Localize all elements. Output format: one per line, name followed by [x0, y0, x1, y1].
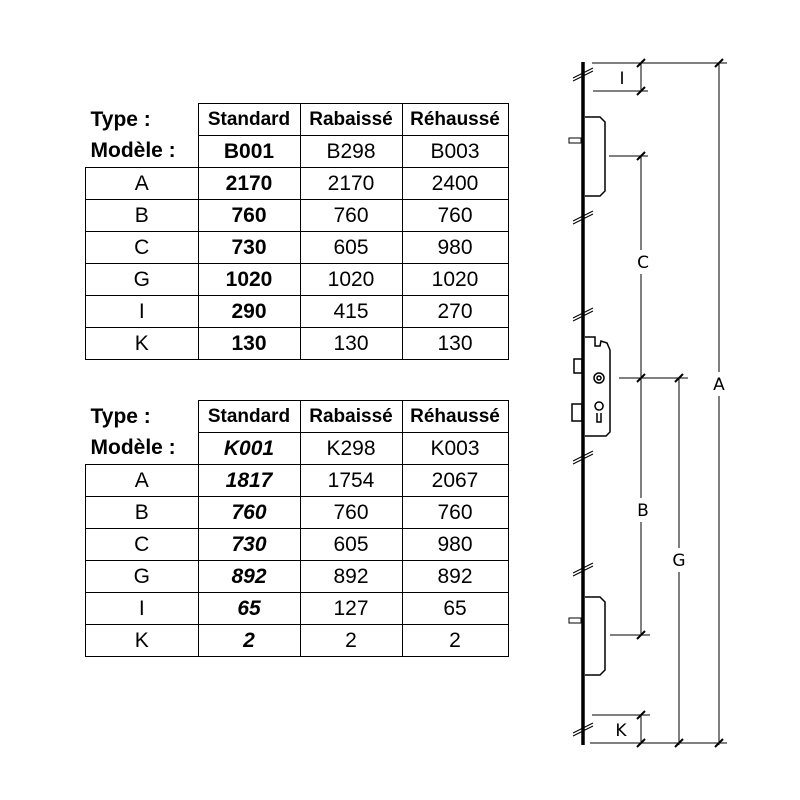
dim-label-a: A	[713, 375, 725, 395]
type-rehausse: Réhaussé	[401, 103, 509, 136]
top-hook-bolt	[568, 116, 606, 197]
type-label: Type :	[85, 103, 199, 136]
dimension-value: 2	[197, 624, 301, 657]
dimension-label: I	[85, 295, 199, 328]
dimension-value: 65	[401, 592, 509, 625]
model-label: Modèle :	[85, 432, 199, 465]
type-row: Type : Standard Rabaissé Réhaussé	[85, 103, 509, 136]
type-rabaisse: Rabaissé	[299, 400, 403, 433]
dimension-value: 1817	[197, 464, 301, 497]
break-marks	[572, 67, 594, 737]
table-row: I 290 415 270	[85, 295, 509, 328]
dim-label-c: C	[637, 253, 649, 273]
dimension-value: 2067	[401, 464, 509, 497]
bottom-hook-bolt	[568, 596, 606, 676]
dimension-lines	[590, 62, 727, 745]
type-label: Type :	[85, 400, 199, 433]
dimension-value: 1020	[299, 263, 403, 296]
dimensions-table-b-series: Type : Standard Rabaissé Réhaussé Modèle…	[85, 103, 509, 360]
dimension-value: 760	[299, 496, 403, 529]
dimension-value: 730	[197, 528, 301, 561]
dimension-label: G	[85, 263, 199, 296]
model-rabaisse: B298	[299, 135, 403, 168]
table-row: I 65 127 65	[85, 592, 509, 625]
type-standard: Standard	[197, 103, 301, 136]
table-row: C 730 605 980	[85, 528, 509, 561]
dimension-value: 2170	[197, 167, 301, 200]
type-row: Type : Standard Rabaissé Réhaussé	[85, 400, 509, 433]
dimension-label: K	[85, 624, 199, 657]
dim-label-g: G	[672, 551, 685, 571]
model-label: Modèle :	[85, 135, 199, 168]
dimension-value: 270	[401, 295, 509, 328]
model-standard: K001	[197, 432, 301, 465]
table-row: B 760 760 760	[85, 199, 509, 232]
dimensions-table-k-series: Type : Standard Rabaissé Réhaussé Modèle…	[85, 400, 509, 657]
dimension-value: 980	[401, 231, 509, 264]
dimension-value: 760	[197, 496, 301, 529]
type-standard: Standard	[197, 400, 301, 433]
table-row: A 1817 1754 2067	[85, 464, 509, 497]
dimension-label: B	[85, 496, 199, 529]
table-row: B 760 760 760	[85, 496, 509, 529]
dimension-label: C	[85, 528, 199, 561]
dimension-value: 130	[299, 327, 403, 360]
dimension-value: 1754	[299, 464, 403, 497]
dimension-value: 980	[401, 528, 509, 561]
dimension-label: K	[85, 327, 199, 360]
type-rabaisse: Rabaissé	[299, 103, 403, 136]
dimension-value: 605	[299, 231, 403, 264]
table-row: K 130 130 130	[85, 327, 509, 360]
dimension-value: 2	[401, 624, 509, 657]
dim-label-k: K	[615, 721, 627, 741]
dimension-label: B	[85, 199, 199, 232]
dimension-value: 127	[299, 592, 403, 625]
dimension-value: 415	[299, 295, 403, 328]
model-rehausse: K003	[401, 432, 509, 465]
dimension-value: 2	[299, 624, 403, 657]
dimension-value: 730	[197, 231, 301, 264]
dimension-value: 1020	[197, 263, 301, 296]
dimension-value: 1020	[401, 263, 509, 296]
dimension-value: 2170	[299, 167, 403, 200]
dimension-value: 130	[197, 327, 301, 360]
table-row: G 892 892 892	[85, 560, 509, 593]
dim-label-b: B	[637, 501, 649, 521]
model-row: Modèle : K001 K298 K003	[85, 432, 509, 465]
table-row: G 1020 1020 1020	[85, 263, 509, 296]
dimension-ticks	[636, 58, 724, 748]
dim-label-i: I	[619, 69, 624, 89]
dimension-label: I	[85, 592, 199, 625]
dimension-label: A	[85, 464, 199, 497]
dimension-value: 130	[401, 327, 509, 360]
central-gearbox	[571, 336, 611, 437]
type-rehausse: Réhaussé	[401, 400, 509, 433]
